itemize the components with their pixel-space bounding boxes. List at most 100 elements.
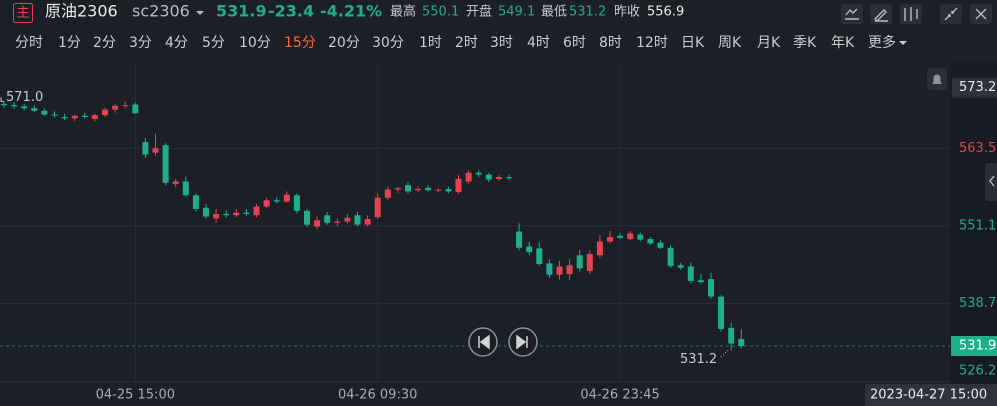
candle-body <box>203 207 209 217</box>
low-marker-label: 531.2 <box>680 352 717 367</box>
toolbar-icons <box>841 4 992 24</box>
y-tick-label: 526.2 <box>959 364 996 379</box>
collapse-button[interactable] <box>940 4 962 24</box>
candle-body <box>304 210 310 225</box>
price-change: -23.4 <box>268 2 314 21</box>
candle-body <box>162 145 169 183</box>
candle-body <box>132 104 139 114</box>
candle-body <box>324 215 331 223</box>
playback-controls <box>468 327 538 357</box>
draw-icon <box>874 9 888 22</box>
candle-body <box>152 148 159 153</box>
step-forward-icon <box>516 334 528 350</box>
close-icon <box>975 8 987 20</box>
top-price-label: 573.2 <box>959 80 996 95</box>
period-tab[interactable]: 20分 <box>328 35 360 51</box>
candle-body <box>667 247 674 266</box>
candle-body <box>41 110 48 115</box>
candle-body <box>61 117 68 119</box>
candle-body <box>1 103 7 106</box>
candle-body <box>354 215 361 225</box>
candle-body <box>708 279 714 297</box>
period-tab[interactable]: 分时 <box>15 35 43 51</box>
period-tab[interactable]: 10分 <box>239 35 271 51</box>
main-icon: 主 <box>16 6 29 21</box>
candle-body <box>465 172 472 182</box>
period-tab[interactable]: 2分 <box>93 35 116 51</box>
candle-body <box>556 266 563 275</box>
period-tab[interactable]: 4分 <box>165 35 188 51</box>
candle-body <box>536 248 543 265</box>
indicator-button[interactable] <box>841 4 863 24</box>
x-tick-label: 04-26 09:30 <box>338 388 417 403</box>
candle-body <box>697 280 704 283</box>
candle-body <box>283 194 290 202</box>
candle-body <box>607 237 613 242</box>
candle-body <box>516 231 523 248</box>
indicator-icon <box>845 8 859 20</box>
period-tab[interactable]: 3分 <box>129 35 152 51</box>
period-tab[interactable]: 30分 <box>372 35 404 51</box>
candle-body <box>31 108 38 111</box>
period-tab[interactable]: 6时 <box>563 35 586 51</box>
stat-value: 550.1 <box>422 5 459 20</box>
period-tab[interactable]: 季K <box>793 35 817 51</box>
candle-body <box>293 195 300 211</box>
period-tab[interactable]: 月K <box>757 35 781 51</box>
period-tab[interactable]: 更多 <box>868 34 896 51</box>
crosshair-time-label: 2023-04-27 15:00 <box>870 388 987 403</box>
instrument-name: 原油2306 <box>45 2 118 21</box>
candle-body <box>657 242 664 248</box>
stat-value: 549.1 <box>498 5 535 20</box>
candle-body <box>435 189 442 191</box>
last-price: 531.9 <box>216 2 267 21</box>
period-tab[interactable]: 日K <box>681 35 705 51</box>
crosshair-time-box <box>865 384 997 406</box>
alert-icon <box>932 74 942 86</box>
candle-body <box>415 188 422 191</box>
candle-body <box>455 178 462 193</box>
candle-body <box>445 188 452 192</box>
candle-body <box>394 188 401 190</box>
period-tab[interactable]: 3时 <box>490 35 513 51</box>
candle-body <box>334 221 341 223</box>
candle-body <box>596 241 603 256</box>
candle-body <box>485 174 492 180</box>
code-dropdown[interactable] <box>196 11 204 15</box>
period-tab[interactable]: 周K <box>718 35 742 51</box>
candle-body <box>91 115 98 119</box>
candle-body <box>213 213 220 219</box>
candle-body <box>627 233 634 240</box>
candle-body <box>495 177 502 179</box>
period-tab[interactable]: 1时 <box>419 35 442 51</box>
period-tab[interactable]: 12时 <box>636 35 668 51</box>
stat-label: 最低 <box>541 5 567 20</box>
period-tab[interactable]: 年K <box>831 35 855 51</box>
candle-body <box>21 106 28 109</box>
candle-body <box>405 185 411 192</box>
x-tick-label: 04-26 23:45 <box>580 388 659 403</box>
instrument-code[interactable]: sc2306 <box>132 2 190 21</box>
period-tab[interactable]: 8时 <box>599 35 622 51</box>
period-tab[interactable]: 15分 <box>284 35 316 51</box>
stat-label: 开盘 <box>466 4 492 20</box>
period-tab[interactable]: 4时 <box>527 35 550 51</box>
candle-body <box>102 109 108 116</box>
candle-body <box>546 263 553 275</box>
last-price-box <box>951 335 997 356</box>
period-tab[interactable]: 2时 <box>455 35 478 51</box>
x-tick-label: 04-25 15:00 <box>96 388 175 403</box>
last-price-label: 531.9 <box>959 338 996 353</box>
period-tab[interactable]: 1分 <box>58 35 81 51</box>
candle-body <box>344 217 351 222</box>
high-marker-hook <box>0 97 4 102</box>
low-marker-line <box>718 349 729 359</box>
candle-body <box>677 265 684 268</box>
y-tick-label: 563.5 <box>959 141 996 156</box>
candle-body <box>223 213 230 216</box>
stat-label: 最高 <box>390 4 416 20</box>
period-tab[interactable]: 5分 <box>202 35 225 51</box>
candle-body <box>172 181 179 184</box>
